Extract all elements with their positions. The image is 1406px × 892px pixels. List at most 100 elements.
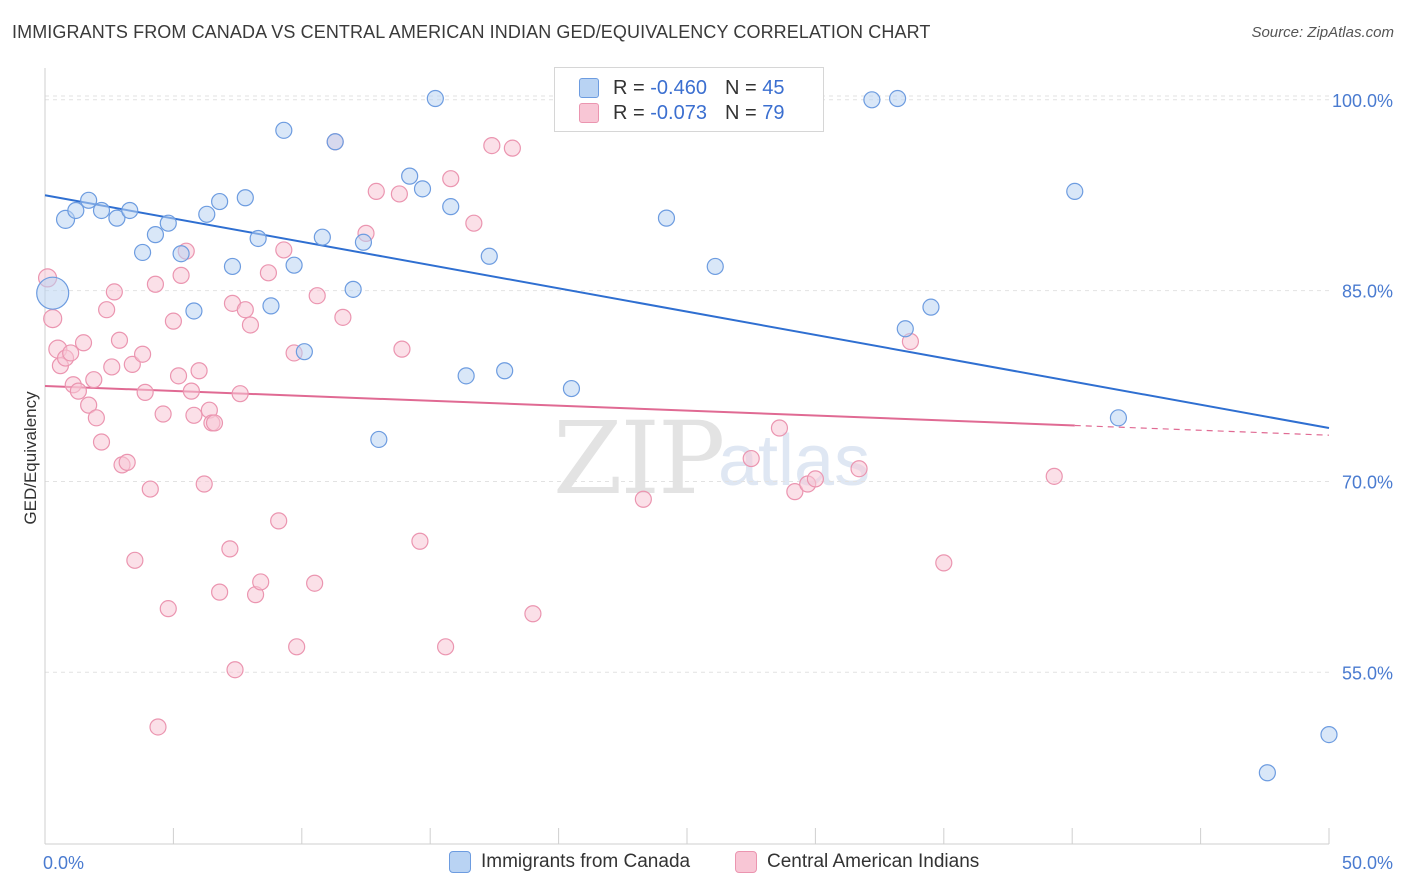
bottom-legend-label: Immigrants from Canada: [481, 851, 691, 872]
legend-r-value: -0.073: [650, 101, 707, 124]
point-central-american: [1045, 467, 1063, 485]
point-canada: [888, 89, 907, 108]
point-canada: [496, 362, 514, 380]
point-canada: [185, 302, 203, 320]
point-central-american: [308, 287, 326, 305]
point-central-american: [393, 340, 411, 358]
point-canada: [562, 379, 581, 398]
point-central-american: [98, 301, 116, 319]
legend: R = -0.460 N = 45 R = -0.073 N = 79: [554, 67, 824, 132]
bottom-legend: Immigrants from Canada Central American …: [0, 851, 1406, 877]
point-central-american: [123, 355, 141, 374]
point-canada: [92, 201, 111, 220]
legend-swatch-pink: [579, 103, 599, 123]
point-central-american: [92, 433, 111, 451]
point-canada: [159, 214, 177, 232]
legend-r-label: R =: [613, 101, 645, 124]
point-central-american: [172, 266, 190, 284]
point-central-american: [236, 301, 254, 319]
trend-line-central-american-extension: [1074, 424, 1330, 436]
gridlines: [45, 95, 1329, 673]
point-canada: [146, 226, 165, 244]
point-canada: [211, 192, 229, 211]
x-tick-label-max: 50.0%: [1342, 853, 1393, 873]
point-central-american: [288, 638, 306, 656]
point-central-american: [182, 382, 200, 400]
point-central-american: [149, 718, 167, 736]
point-central-american: [110, 331, 129, 349]
point-canada: [249, 229, 267, 248]
point-central-american: [164, 312, 182, 330]
point-central-american: [103, 358, 121, 376]
point-canada: [344, 280, 362, 298]
bottom-legend-label: Central American Indians: [767, 851, 980, 872]
point-canada: [236, 189, 254, 207]
point-central-american: [133, 345, 152, 363]
point-central-american: [742, 449, 760, 468]
point-central-american: [786, 483, 804, 501]
legend-r-value: -0.460: [650, 76, 707, 99]
chart-title: IMMIGRANTS FROM CANADA VS CENTRAL AMERIC…: [12, 22, 931, 42]
point-canada: [1066, 182, 1084, 200]
point-central-american: [275, 241, 293, 259]
point-central-american: [390, 185, 408, 203]
point-central-american: [126, 551, 144, 569]
point-canada: [1109, 409, 1128, 427]
point-central-american: [205, 414, 224, 432]
tick-labels: 55.0% 70.0% 85.0% 100.0% 0.0% 50.0%: [43, 91, 1393, 873]
point-canada: [354, 233, 373, 251]
point-central-american: [334, 308, 352, 326]
point-central-american: [442, 170, 460, 188]
y-tick-label: 70.0%: [1342, 472, 1393, 492]
point-central-american: [437, 638, 455, 656]
y-tick-label: 85.0%: [1342, 282, 1393, 302]
point-central-american: [770, 419, 789, 437]
point-canada: [401, 167, 419, 185]
point-central-american: [411, 532, 429, 550]
point-canada: [275, 121, 293, 139]
point-central-american: [935, 554, 953, 572]
legend-n-label: N =: [724, 101, 757, 124]
point-canada: [262, 297, 280, 315]
point-canada: [172, 245, 190, 263]
point-central-american: [141, 480, 159, 498]
point-central-american: [483, 137, 501, 155]
point-canada: [1258, 764, 1276, 782]
point-canada: [896, 320, 914, 338]
point-canada: [326, 133, 344, 151]
y-tick-label: 55.0%: [1342, 663, 1393, 683]
y-tick-label: 100.0%: [1332, 91, 1393, 111]
bottom-legend-swatch-blue: [449, 851, 471, 873]
point-central-american: [524, 605, 542, 623]
point-canada: [413, 180, 432, 198]
bottom-legend-canada: Immigrants from Canada: [449, 851, 690, 873]
point-central-american: [146, 275, 165, 293]
legend-n-value: 79: [762, 101, 785, 124]
point-central-american: [211, 583, 229, 601]
data-points: [36, 89, 1338, 782]
point-canada: [657, 209, 676, 227]
point-canada: [457, 367, 475, 385]
point-central-american: [850, 460, 868, 478]
point-canada: [121, 201, 139, 220]
y-axis-label: GED/Equivalency: [21, 391, 40, 525]
point-canada: [442, 198, 460, 216]
point-canada: [67, 201, 85, 220]
point-central-american: [87, 409, 105, 427]
point-central-american: [503, 139, 521, 157]
bottom-legend-swatch-pink: [735, 851, 757, 873]
point-canada: [80, 191, 98, 209]
bottom-legend-central-american: Central American Indians: [735, 851, 979, 873]
point-canada: [295, 343, 313, 361]
point-central-american: [226, 661, 244, 679]
legend-row-canada: R = -0.460 N = 45: [579, 76, 784, 100]
point-central-american: [69, 382, 87, 400]
point-central-american: [221, 540, 239, 558]
axes: [44, 68, 1330, 845]
source-credit: Source: ZipAtlas.com: [1251, 24, 1394, 41]
point-central-american: [85, 371, 103, 389]
x-tick-label-min: 0.0%: [43, 853, 84, 873]
point-central-american: [270, 512, 288, 530]
point-canada: [426, 89, 444, 108]
point-central-american: [136, 383, 154, 401]
